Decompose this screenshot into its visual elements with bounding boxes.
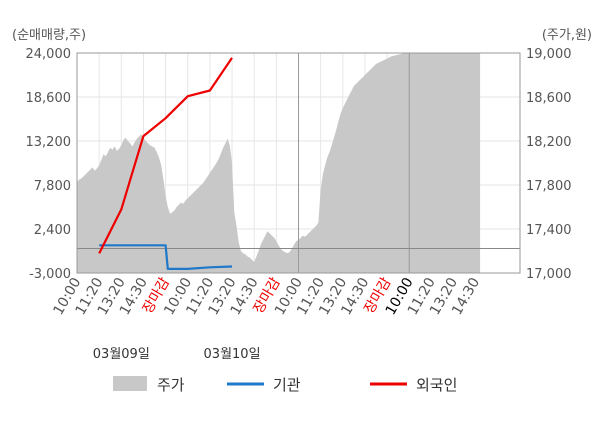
institution-line [99, 244, 233, 270]
left-tick-label: 13,200 [26, 135, 72, 150]
price-area [77, 53, 481, 273]
left-tick-label: 2,400 [34, 223, 71, 238]
date-label: 03월10일 [204, 347, 261, 362]
right-tick-label: 17,000 [526, 267, 572, 282]
legend-label-price: 주가 [157, 376, 185, 394]
flow-line-series [98, 57, 233, 270]
right-tick-label: 19,000 [526, 47, 572, 62]
left-tick-label: 7,800 [34, 179, 71, 194]
price-area-series [77, 53, 481, 273]
foreign-line [98, 57, 233, 254]
left-tick-label: 18,600 [26, 91, 72, 106]
legend-label-institution: 기관 [273, 376, 301, 394]
legend: 주가 기관 외국인 [113, 376, 457, 394]
date-label: 03월09일 [93, 347, 150, 362]
left-axis-unit: (순매매량,주) [12, 28, 86, 43]
left-tick-label: 24,000 [26, 47, 72, 62]
right-tick-label: 18,200 [526, 135, 572, 150]
right-tick-label: 17,800 [526, 179, 572, 194]
plot-border [76, 52, 521, 274]
right-axis-unit: (주가,원) [542, 28, 592, 43]
legend-label-foreign: 외국인 [416, 376, 457, 394]
legend-swatch-price [113, 376, 147, 391]
right-tick-label: 17,400 [526, 223, 572, 238]
left-tick-label: -3,000 [29, 267, 71, 282]
plot-frame [76, 52, 521, 274]
right-tick-label: 18,600 [526, 91, 572, 106]
